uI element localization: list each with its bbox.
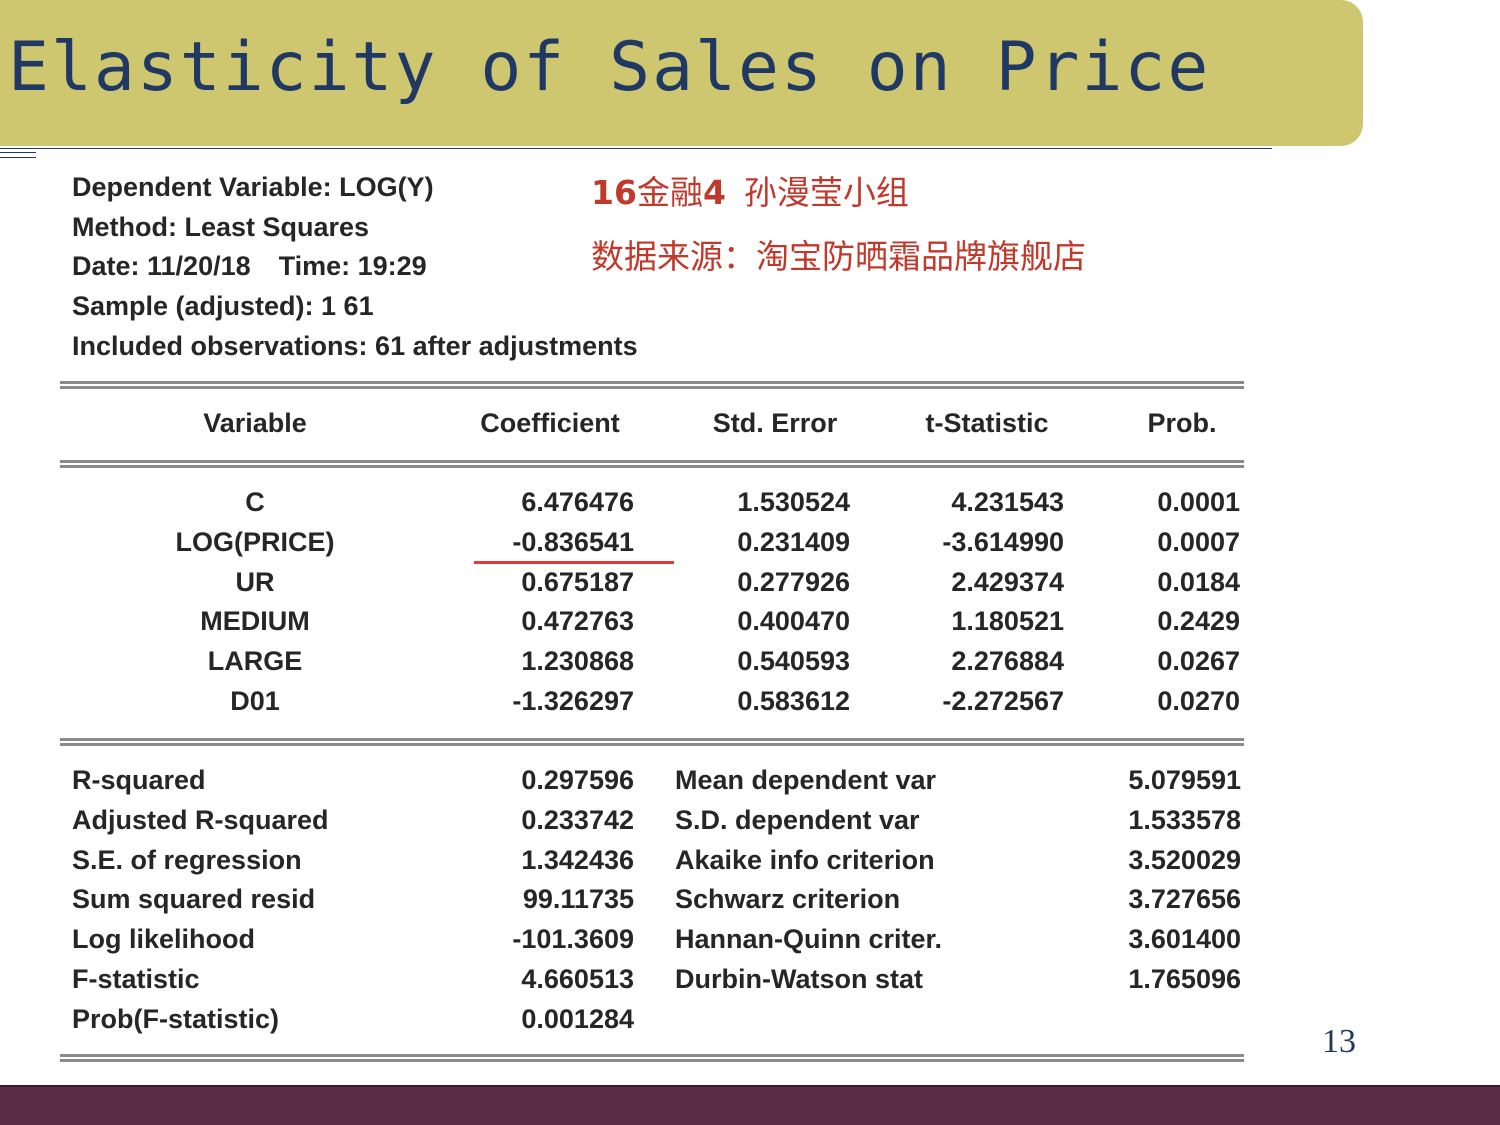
header-t-statistic: t-Statistic — [925, 408, 1049, 438]
std-error-cell: 0.277926 — [737, 566, 850, 597]
stat-value: 0.233742 — [521, 804, 634, 835]
stat-value: 1.765096 — [1128, 964, 1241, 994]
stat-label: Prob(F-statistic) — [72, 1003, 280, 1034]
std-error-cell: 0.231409 — [737, 526, 850, 557]
t-statistic-cell: 1.180521 — [951, 606, 1064, 637]
stat-value: 0.297596 — [521, 765, 634, 795]
variable-cell: LARGE — [207, 646, 303, 677]
coefficient-cell: 6.476476 — [521, 487, 634, 517]
coefficient-cell: 0.675187 — [521, 566, 634, 597]
stat-value: 3.727656 — [1128, 884, 1241, 915]
data-source: 数据来源：淘宝防晒霜品牌旗舰店 — [591, 237, 1086, 276]
date: Date: 11/20/18 — [72, 251, 251, 282]
stat-label: Sum squared resid — [72, 884, 316, 915]
header-std-error: Std. Error — [712, 408, 838, 438]
stat-label: S.E. of regression — [72, 844, 302, 875]
stat-label: Schwarz criterion — [675, 884, 901, 915]
header-variable: Variable — [203, 408, 307, 438]
stat-value: 99.11735 — [522, 884, 634, 915]
group-prefix: 16 — [591, 173, 637, 212]
sample: Sample (adjusted): 1 61 — [72, 291, 374, 322]
stat-label: Adjusted R-squared — [72, 804, 329, 835]
dependent-variable: Dependent Variable: LOG(Y) — [72, 172, 434, 202]
page-number: 13 — [1322, 1023, 1356, 1060]
variable-cell: D01 — [230, 686, 280, 716]
prob-cell: 0.0007 — [1157, 526, 1240, 557]
variable-cell: UR — [235, 566, 275, 597]
method: Method: Least Squares — [72, 211, 370, 242]
prob-cell: 0.0184 — [1157, 566, 1240, 597]
time: Time: 19:29 — [278, 251, 427, 282]
header-coefficient: Coefficient — [480, 408, 620, 438]
t-statistic-cell: 4.231543 — [951, 487, 1064, 517]
observations: Included observations: 61 after adjustme… — [72, 330, 638, 361]
stat-label: Akaike info criterion — [675, 844, 935, 875]
table-top-rule — [60, 381, 1244, 389]
header-bottom-rule — [60, 460, 1244, 468]
prob-cell: 0.2429 — [1157, 606, 1240, 637]
stat-label: Hannan-Quinn criter. — [675, 924, 943, 955]
t-statistic-cell: 2.429374 — [951, 566, 1064, 597]
coefficient-cell: 0.472763 — [521, 606, 634, 637]
group-mid: 金融 — [636, 173, 703, 212]
t-statistic-cell: -2.272567 — [942, 686, 1064, 716]
prob-cell: 0.0001 — [1157, 487, 1240, 517]
title-divider — [0, 148, 1272, 149]
t-statistic-cell: 2.276884 — [951, 646, 1064, 677]
std-error-cell: 0.583612 — [737, 686, 850, 716]
coefficient-cell: 1.230868 — [521, 646, 634, 677]
group-label: 16金融4 孙漫莹小组 — [591, 166, 909, 214]
title-bar: Elasticity of Sales on Price — [0, 0, 1363, 146]
stat-value: 1.533578 — [1128, 804, 1241, 835]
t-statistic-cell: -3.614990 — [942, 526, 1064, 557]
prob-cell: 0.0270 — [1157, 686, 1240, 716]
variable-cell: MEDIUM — [200, 606, 310, 637]
coefficient-cell: -0.836541 — [512, 526, 634, 557]
bottom-bar — [0, 1085, 1500, 1125]
std-error-cell: 0.400470 — [737, 606, 850, 637]
stat-label: Mean dependent var — [675, 765, 937, 795]
stat-value: 0.001284 — [521, 1003, 634, 1034]
stat-value: 5.079591 — [1128, 765, 1241, 795]
group-num: 4 — [702, 173, 726, 212]
stat-value: 1.342436 — [521, 844, 634, 875]
stat-value: 3.601400 — [1128, 924, 1241, 955]
coefficient-underline — [474, 561, 674, 564]
header-prob: Prob. — [1147, 408, 1217, 438]
prob-cell: 0.0267 — [1157, 646, 1240, 677]
coefficient-cell: -1.326297 — [512, 686, 634, 716]
variable-cell: LOG(PRICE) — [175, 526, 335, 557]
stat-label: F-statistic — [72, 964, 200, 994]
title-divider-accent — [0, 152, 36, 153]
stat-value: 3.520029 — [1128, 844, 1241, 875]
std-error-cell: 1.530524 — [737, 487, 850, 517]
slide-title: Elasticity of Sales on Price — [8, 28, 1211, 107]
stat-value: 4.660513 — [521, 964, 634, 994]
stat-label: Log likelihood — [72, 924, 255, 955]
stat-value: -101.3609 — [512, 924, 634, 955]
regression-header: Dependent Variable: LOG(Y) Method: Least… — [72, 168, 638, 366]
title-divider-accent — [0, 157, 36, 158]
coef-bottom-rule — [60, 738, 1244, 746]
stat-label: S.D. dependent var — [675, 804, 920, 835]
std-error-cell: 0.540593 — [737, 646, 850, 677]
stat-label: R-squared — [72, 765, 206, 795]
stat-label: Durbin-Watson stat — [675, 964, 923, 994]
table-bottom-rule — [60, 1054, 1244, 1062]
variable-cell: C — [245, 487, 265, 517]
regression-output-image — [36, 150, 1272, 1080]
date-time-line: Date: 11/20/18 Time: 19:29 — [72, 247, 638, 287]
group-rest: 孙漫莹小组 — [743, 173, 909, 212]
